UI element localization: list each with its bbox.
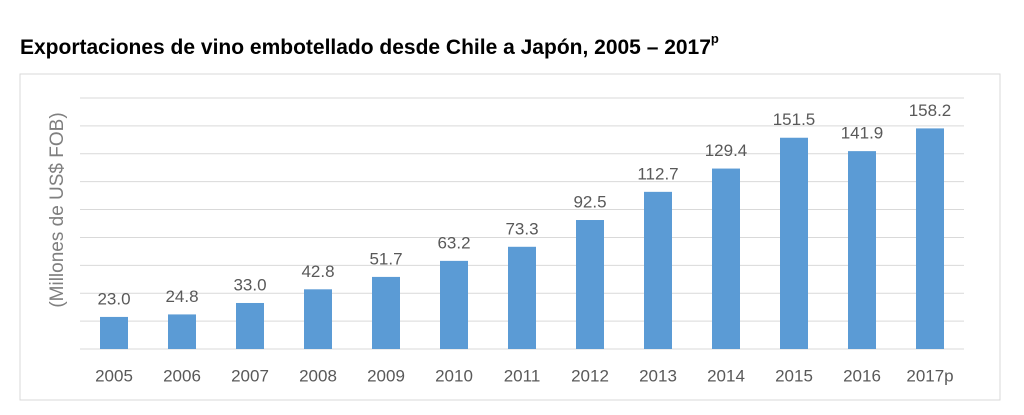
chart-frame — [19, 73, 1001, 401]
x-tick-label: 2016 — [843, 366, 881, 385]
value-label: 42.8 — [301, 262, 334, 281]
value-label: 141.9 — [841, 124, 884, 143]
bar — [644, 191, 672, 349]
bar — [576, 220, 604, 349]
value-label: 51.7 — [369, 249, 402, 268]
chart-title: Exportaciones de vino embotellado desde … — [20, 31, 719, 58]
bar — [916, 128, 944, 349]
x-tick-label: 2013 — [639, 366, 677, 385]
x-tick-label: 2007 — [231, 366, 269, 385]
value-label: 129.4 — [705, 141, 748, 160]
bar — [508, 246, 536, 349]
value-label: 63.2 — [437, 233, 470, 252]
bar — [236, 302, 264, 349]
bar — [304, 289, 332, 349]
value-label: 23.0 — [97, 289, 130, 308]
value-label: 24.8 — [165, 287, 198, 306]
value-label: 151.5 — [773, 110, 816, 129]
value-label: 112.7 — [637, 164, 678, 183]
x-tick-label: 2017p — [906, 366, 953, 385]
y-axis-label: (Millones de US$ FOB) — [47, 112, 68, 307]
value-label: 33.0 — [233, 275, 266, 294]
x-tick-label: 2014 — [707, 366, 745, 385]
x-tick-label: 2009 — [367, 366, 405, 385]
x-tick-label: 2006 — [163, 366, 201, 385]
bar — [848, 151, 876, 349]
bar — [100, 316, 128, 349]
x-tick-label: 2010 — [435, 366, 473, 385]
title-superscript: p — [711, 31, 719, 46]
bar — [440, 260, 468, 349]
title-main: Exportaciones de vino embotellado desde … — [20, 36, 711, 59]
bar — [168, 314, 196, 349]
value-label: 73.3 — [505, 219, 538, 238]
x-tick-label: 2012 — [571, 366, 609, 385]
value-label: 158.2 — [909, 101, 952, 120]
bar — [712, 168, 740, 349]
bar — [780, 137, 808, 349]
bar — [372, 276, 400, 349]
x-tick-label: 2011 — [504, 366, 541, 385]
value-label: 92.5 — [573, 192, 606, 211]
x-tick-label: 2005 — [95, 366, 133, 385]
x-tick-label: 2008 — [299, 366, 337, 385]
x-tick-label: 2015 — [775, 366, 813, 385]
